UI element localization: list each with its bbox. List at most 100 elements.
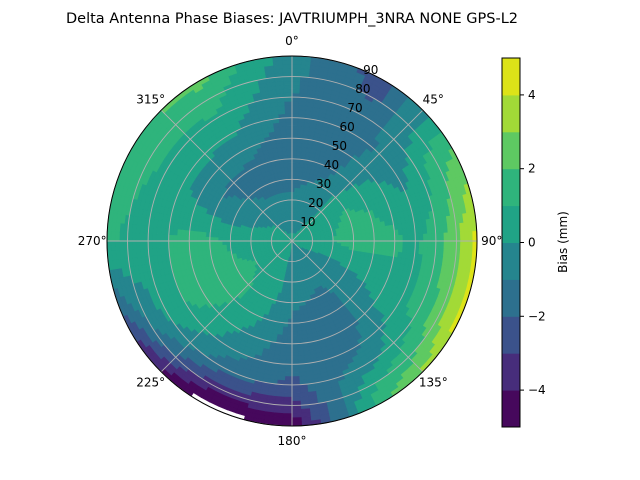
contour-cell — [135, 240, 141, 250]
contour-cell — [365, 236, 371, 242]
contour-cell — [114, 231, 120, 242]
contour-cell — [381, 245, 387, 252]
contour-cell — [151, 233, 157, 242]
contour-cell — [221, 237, 227, 242]
contour-cell — [394, 240, 400, 247]
contour-cell — [151, 240, 157, 249]
contour-cell — [205, 240, 211, 246]
contour-cell — [423, 233, 428, 242]
contour-cell — [188, 235, 194, 242]
contour-cell — [291, 133, 298, 139]
contour-cell — [295, 310, 301, 316]
contour-cell — [291, 109, 300, 115]
contour-cell — [349, 237, 354, 242]
contour-cell — [291, 137, 298, 143]
contour-cell — [295, 306, 300, 312]
contour-cell — [286, 343, 293, 349]
contour-cell — [377, 235, 383, 242]
contour-cell — [193, 240, 198, 247]
contour-cell — [386, 240, 391, 247]
contour-cell — [209, 240, 215, 246]
contour-cell — [451, 240, 457, 250]
contour-cell — [197, 240, 202, 247]
contour-cell — [284, 380, 293, 386]
contour-cell — [291, 363, 299, 369]
contour-cell — [110, 231, 116, 242]
contour-cell — [184, 240, 190, 247]
contour-cell — [291, 339, 298, 345]
contour-cell — [291, 355, 299, 361]
contour-cell — [213, 240, 219, 246]
contour-cell — [291, 351, 299, 357]
contour-cell — [291, 335, 298, 340]
contour-cell — [291, 294, 296, 299]
contour-cell — [286, 335, 293, 340]
contour-cell — [221, 244, 227, 249]
contour-cell — [291, 142, 298, 147]
contour-cell — [230, 240, 235, 245]
contour-cell — [406, 234, 412, 242]
contour-cell — [447, 232, 453, 242]
contour-cell — [291, 76, 301, 82]
contour-cell — [291, 400, 301, 406]
contour-cell — [197, 245, 203, 252]
contour-cell — [110, 240, 116, 251]
contour-cell — [135, 232, 141, 242]
contour-cell — [435, 240, 441, 250]
contour-cell — [398, 234, 404, 242]
contour-cell — [234, 240, 239, 245]
contour-cell — [197, 230, 203, 237]
contour-cell — [282, 417, 293, 423]
contour-cell — [287, 310, 293, 316]
contour-cell — [205, 236, 211, 242]
contour-cell — [291, 384, 301, 390]
contour-cell — [431, 240, 437, 249]
contour-cell — [147, 240, 153, 249]
contour-cell — [291, 310, 297, 316]
contour-cell — [431, 233, 437, 242]
contour-cell — [468, 231, 474, 242]
contour-cell — [344, 234, 350, 239]
contour-cell — [291, 331, 298, 336]
contour-cell — [291, 322, 297, 328]
contour-cell — [464, 240, 470, 251]
contour-cell — [114, 240, 120, 251]
contour-cell — [291, 170, 296, 176]
contour-cell — [398, 240, 404, 248]
contour-cell — [357, 240, 363, 245]
contour-cell — [291, 372, 300, 377]
contour-cell — [284, 376, 293, 382]
contour-cell — [382, 240, 387, 247]
contour-cell — [291, 68, 302, 73]
contour-cell — [291, 396, 301, 402]
contour-cell — [353, 240, 359, 245]
contour-cell — [291, 92, 301, 98]
contour-cell — [201, 235, 207, 242]
contour-cell — [285, 347, 293, 353]
contour-cell — [143, 232, 149, 242]
contour-cell — [160, 240, 166, 249]
contour-cell — [353, 237, 359, 242]
contour-cell — [291, 121, 299, 127]
contour-cell — [193, 230, 199, 237]
contour-cell — [225, 237, 231, 242]
contour-cell — [357, 233, 363, 238]
contour-cell — [296, 142, 303, 148]
contour-cell — [447, 240, 453, 250]
contour-cell — [291, 298, 296, 303]
contour-cell — [291, 129, 299, 135]
contour-cell — [427, 233, 433, 242]
contour-cell — [284, 372, 293, 377]
contour-cell — [361, 240, 367, 246]
contour-cell — [217, 240, 223, 246]
contour-cell — [282, 413, 293, 419]
contour-cell — [390, 235, 396, 242]
contour-cell — [439, 232, 445, 242]
contour-cell — [377, 240, 383, 247]
contour-cell — [180, 234, 186, 242]
contour-cell — [291, 146, 298, 151]
contour-cell — [217, 244, 223, 250]
chart-title: Delta Antenna Phase Biases: JAVTRIUMPH_3… — [66, 11, 518, 27]
contour-cell — [283, 392, 293, 398]
contour-cell — [291, 343, 298, 349]
